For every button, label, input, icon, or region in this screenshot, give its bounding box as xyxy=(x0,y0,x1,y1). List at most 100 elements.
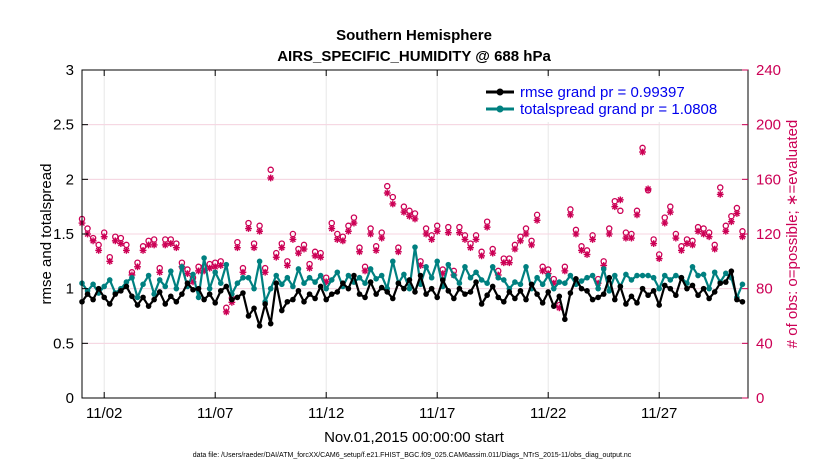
series-rmse-point xyxy=(295,288,302,294)
obs-evaluated-point xyxy=(489,249,497,257)
obs-evaluated-point xyxy=(106,257,114,265)
series-totalspread-point xyxy=(445,261,452,268)
series-rmse-point xyxy=(267,320,274,327)
series-totalspread-point xyxy=(90,281,96,288)
series-totalspread-point xyxy=(273,272,280,279)
series-rmse-point xyxy=(151,296,157,303)
series-totalspread-point xyxy=(650,274,657,281)
obs-evaluated-point xyxy=(672,234,680,242)
obs-possible-point xyxy=(567,206,574,213)
x-tick-label: 11/12 xyxy=(308,405,344,422)
obs-evaluated-point xyxy=(411,215,419,223)
series-totalspread-point xyxy=(279,281,285,288)
obs-evaluated-point xyxy=(578,247,585,254)
series-rmse-point xyxy=(206,291,213,297)
obs-evaluated-point xyxy=(383,189,391,197)
series-rmse-point xyxy=(645,292,651,299)
obs-possible-point xyxy=(367,225,374,232)
obs-evaluated-point xyxy=(317,253,325,261)
obs-possible-point xyxy=(739,228,746,235)
series-rmse-point xyxy=(451,295,457,302)
series-totalspread-point xyxy=(512,279,518,285)
obs-evaluated-point xyxy=(111,237,119,245)
obs-evaluated-point xyxy=(711,245,719,253)
series-rmse-point xyxy=(606,274,613,281)
series-totalspread-point xyxy=(284,274,291,281)
series-rmse-point xyxy=(723,279,729,285)
obs-possible-point xyxy=(617,207,624,215)
series-totalspread-point xyxy=(295,266,302,272)
series-totalspread-point xyxy=(473,269,479,276)
series-totalspread-point xyxy=(106,277,113,283)
series-rmse-point xyxy=(101,294,107,301)
obs-evaluated-point xyxy=(467,244,474,252)
obs-evaluated-point xyxy=(267,174,275,182)
series-totalspread-point xyxy=(378,272,385,279)
series-rmse-point xyxy=(145,303,152,309)
obs-evaluated-point xyxy=(611,203,619,211)
series-rmse-point xyxy=(517,288,524,294)
series-rmse-point xyxy=(301,298,307,305)
obs-possible-point xyxy=(667,203,674,210)
obs-evaluated-point xyxy=(511,245,519,253)
series-totalspread-point xyxy=(673,272,679,279)
series-rmse-point xyxy=(489,283,496,290)
obs-evaluated-point xyxy=(272,253,280,261)
series-totalspread-point xyxy=(739,281,746,288)
obs-evaluated-point xyxy=(655,255,663,262)
series-rmse-point xyxy=(684,285,690,292)
obs-evaluated-point xyxy=(222,308,230,316)
obs-evaluated-point xyxy=(400,208,408,216)
obs-possible-point xyxy=(150,236,158,243)
y2-axis-label: # of obs: o=possible; ∗=evaluated xyxy=(784,120,801,349)
obs-evaluated-point xyxy=(628,234,635,242)
series-totalspread-point xyxy=(240,274,246,281)
obs-evaluated-point xyxy=(283,262,291,269)
y2-tick-label: 80 xyxy=(756,281,773,298)
series-totalspread-point xyxy=(401,271,407,278)
obs-evaluated-point xyxy=(733,210,741,217)
series-totalspread-point xyxy=(556,279,563,285)
series-rmse-point xyxy=(162,301,169,307)
obs-evaluated-point xyxy=(650,240,658,247)
series-rmse-point xyxy=(717,280,724,287)
y2-tick-label: 160 xyxy=(756,171,781,188)
series-totalspread-point xyxy=(206,285,213,292)
series-rmse-point xyxy=(439,277,446,283)
series-rmse-point xyxy=(445,288,452,294)
series-totalspread-point xyxy=(534,274,540,281)
series-totalspread-point xyxy=(162,283,169,290)
series-rmse-point xyxy=(545,289,551,295)
obs-possible-point xyxy=(700,225,707,232)
series-rmse-point xyxy=(600,291,607,297)
obs-evaluated-point xyxy=(572,230,580,238)
series-rmse-point xyxy=(217,288,224,294)
series-rmse-point xyxy=(523,296,529,303)
series-rmse-point xyxy=(512,295,518,302)
obs-evaluated-point xyxy=(361,267,369,275)
series-rmse-point xyxy=(689,282,696,289)
series-totalspread-point xyxy=(345,272,352,279)
series-rmse-point xyxy=(273,280,280,287)
series-rmse-point xyxy=(262,301,268,307)
series-totalspread-point xyxy=(317,272,324,279)
series-totalspread-point xyxy=(151,291,157,297)
series-totalspread-point xyxy=(217,280,224,287)
obs-evaluated-point xyxy=(206,264,214,272)
obs-possible-point xyxy=(161,236,169,243)
obs-possible-point xyxy=(245,219,252,227)
series-rmse-point xyxy=(229,296,235,303)
series-totalspread-point xyxy=(312,279,318,285)
obs-possible-point xyxy=(350,214,358,221)
series-rmse-point xyxy=(212,300,218,306)
series-rmse-point xyxy=(95,285,102,292)
series-rmse-point xyxy=(195,285,202,292)
series-rmse-point xyxy=(739,298,746,305)
series-rmse-point xyxy=(362,294,368,301)
series-layer xyxy=(78,144,746,329)
series-totalspread-point xyxy=(256,258,263,265)
series-totalspread-point xyxy=(489,264,496,270)
series-rmse-point xyxy=(373,291,379,297)
obs-evaluated-point xyxy=(139,247,147,254)
series-rmse-point xyxy=(334,289,341,295)
